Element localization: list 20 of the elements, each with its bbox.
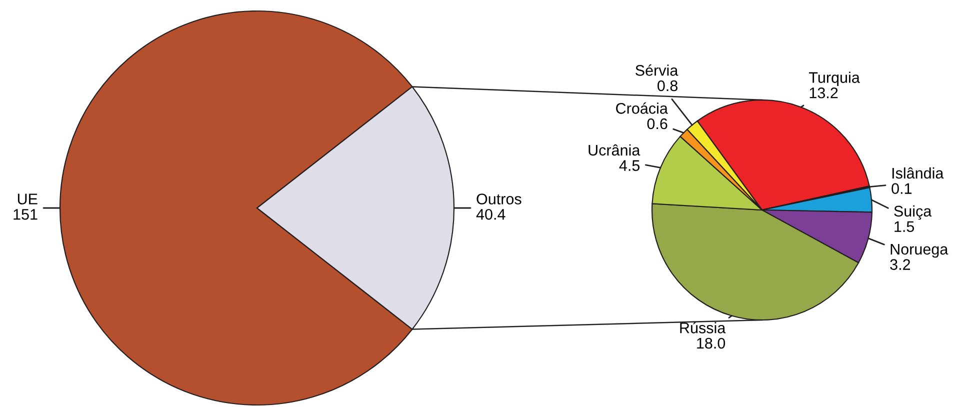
slice-label: Suiça: [894, 205, 932, 220]
slice-label: Rússia: [680, 322, 726, 334]
slice-label: Croácia: [616, 102, 668, 114]
data-label: 18.0: [697, 338, 726, 349]
slice-label: Noruega: [890, 244, 948, 258]
data-label: 0.6: [647, 118, 668, 130]
slice-label: Islândia: [892, 167, 944, 179]
slice-label: Ucrânia: [588, 144, 640, 156]
slice-label: Turquia: [809, 72, 860, 86]
data-label: 3.2: [890, 259, 910, 270]
slice-label: UE: [18, 194, 38, 204]
data-label: 1.5: [894, 221, 914, 232]
data-label: 0.1: [892, 183, 912, 194]
data-label: 13.2: [810, 87, 838, 98]
data-label: 4.5: [619, 160, 640, 171]
slice-label: Sérvia: [636, 64, 678, 76]
data-label: 0.8: [658, 80, 678, 92]
data-label: 151: [14, 209, 38, 220]
slice-label: Outros: [476, 194, 522, 204]
data-label: 40.4: [476, 208, 506, 220]
